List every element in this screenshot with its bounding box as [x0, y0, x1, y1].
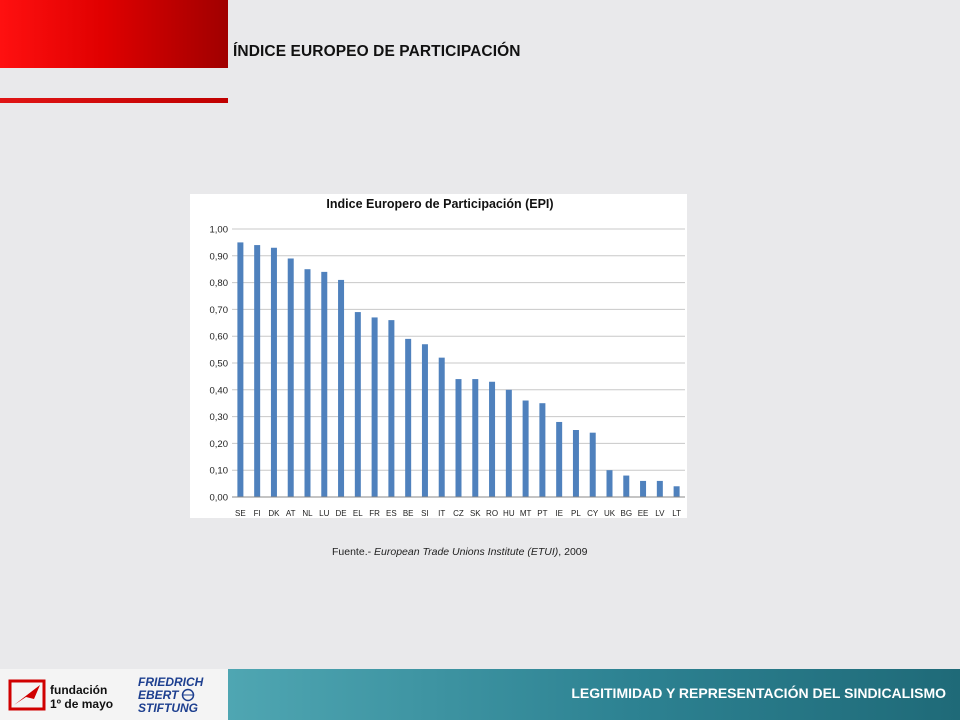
- fundacion-logo-line2: 1º de mayo: [50, 697, 113, 711]
- bar-se: [237, 242, 244, 497]
- x-tick-label: BE: [403, 509, 414, 518]
- x-tick-label: PT: [537, 509, 547, 518]
- x-axis-ticks: SE FI DK AT NL LU DE EL FR ES BE SI IT CZ SK RO HU MT PT IE…: [235, 509, 681, 518]
- chart-title: Indice Europero de Participación (EPI): [326, 197, 553, 211]
- y-tick-label: 0,60: [210, 332, 229, 343]
- x-tick-label: SK: [470, 509, 481, 518]
- bar-ro: [489, 381, 496, 497]
- x-tick-label: DE: [335, 509, 346, 518]
- source-prefix: Fuente.-: [332, 546, 375, 558]
- x-tick-label: LU: [319, 509, 329, 518]
- x-tick-label: SE: [235, 509, 246, 518]
- source-name: European Trade Unions Institute (ETUI): [374, 546, 559, 558]
- x-tick-label: IT: [438, 509, 445, 518]
- bar-lt: [673, 486, 680, 497]
- bar-pt: [539, 403, 546, 497]
- bar-at: [287, 258, 294, 497]
- fundacion-logo-line1: fundación: [50, 683, 107, 697]
- x-tick-label: AT: [286, 509, 296, 518]
- x-tick-label: SI: [421, 509, 429, 518]
- bar-el: [354, 312, 361, 497]
- y-tick-label: 0,00: [210, 493, 229, 504]
- x-tick-label: EE: [638, 509, 649, 518]
- x-tick-label: EL: [353, 509, 363, 518]
- bar-nl: [304, 269, 311, 497]
- y-tick-label: 0,90: [210, 251, 229, 262]
- bar-hu: [505, 389, 512, 497]
- bar-it: [438, 357, 445, 497]
- fundacion-logo-frame: [8, 679, 46, 711]
- bar-lu: [321, 271, 328, 497]
- source-note: Fuente.- European Trade Unions Institute…: [332, 546, 587, 558]
- x-tick-label: BG: [620, 509, 632, 518]
- chart-bars: [237, 242, 680, 497]
- y-tick-label: 0,10: [210, 466, 229, 477]
- y-tick-label: 1,00: [210, 225, 229, 236]
- bar-ee: [640, 480, 647, 497]
- bar-fi: [254, 245, 261, 497]
- footer-band: LEGITIMIDAD Y REPRESENTACIÓN DEL SINDICA…: [228, 669, 960, 720]
- x-tick-label: LV: [655, 509, 665, 518]
- x-tick-label: FR: [369, 509, 380, 518]
- bar-es: [388, 320, 395, 497]
- fes-logo-line3: STIFTUNG: [138, 701, 198, 715]
- x-tick-label: IE: [555, 509, 563, 518]
- epi-bar-chart: Indice Europero de Participación (EPI) 0…: [190, 194, 687, 518]
- x-tick-label: MT: [520, 509, 532, 518]
- fundacion-logo-arrow: [14, 685, 40, 705]
- bar-de: [338, 279, 345, 497]
- bar-si: [421, 344, 428, 497]
- x-tick-label: FI: [254, 509, 261, 518]
- y-tick-label: 0,70: [210, 305, 229, 316]
- bar-sk: [472, 379, 479, 497]
- bar-dk: [270, 247, 277, 497]
- x-tick-label: CZ: [453, 509, 464, 518]
- bar-cz: [455, 379, 462, 497]
- x-tick-label: NL: [302, 509, 313, 518]
- x-tick-label: CY: [587, 509, 599, 518]
- fes-logo: FRIEDRICH EBERT STIFTUNG: [138, 675, 204, 715]
- header-red-block: [0, 0, 228, 68]
- y-tick-label: 0,30: [210, 412, 229, 423]
- y-tick-label: 0,20: [210, 439, 229, 450]
- bar-ie: [556, 421, 563, 497]
- y-axis-ticks: 0,00 0,10 0,20 0,30 0,40 0,50 0,60 0,70 0,80 0,90…: [210, 225, 229, 504]
- bar-mt: [522, 400, 529, 497]
- page-title: ÍNDICE EUROPEO DE PARTICIPACIÓN: [233, 43, 521, 60]
- x-tick-label: RO: [486, 509, 498, 518]
- bar-be: [405, 338, 412, 497]
- y-tick-label: 0,50: [210, 359, 229, 370]
- bar-lv: [656, 480, 663, 497]
- x-tick-label: UK: [604, 509, 616, 518]
- source-year: , 2009: [558, 546, 588, 558]
- bar-pl: [572, 430, 579, 497]
- footer-title: LEGITIMIDAD Y REPRESENTACIÓN DEL SINDICA…: [571, 685, 946, 701]
- fes-logo-line2: EBERT: [138, 688, 180, 702]
- x-tick-label: HU: [503, 509, 515, 518]
- fundacion-logo: fundación 1º de mayo: [8, 679, 113, 711]
- fes-logo-line1: FRIEDRICH: [138, 675, 204, 689]
- x-tick-label: DK: [268, 509, 280, 518]
- footer-logos: fundación 1º de mayo FRIEDRICH EBERT STI…: [0, 669, 228, 720]
- x-tick-label: PL: [571, 509, 581, 518]
- x-tick-label: ES: [386, 509, 397, 518]
- y-tick-label: 0,40: [210, 385, 229, 396]
- header-red-line: [0, 98, 228, 103]
- bar-cy: [589, 432, 596, 497]
- y-tick-label: 0,80: [210, 278, 229, 289]
- bar-uk: [606, 470, 613, 497]
- bar-fr: [371, 317, 378, 497]
- bar-bg: [623, 475, 630, 497]
- chart-svg: Indice Europero de Participación (EPI) 0…: [210, 197, 685, 518]
- x-tick-label: LT: [672, 509, 681, 518]
